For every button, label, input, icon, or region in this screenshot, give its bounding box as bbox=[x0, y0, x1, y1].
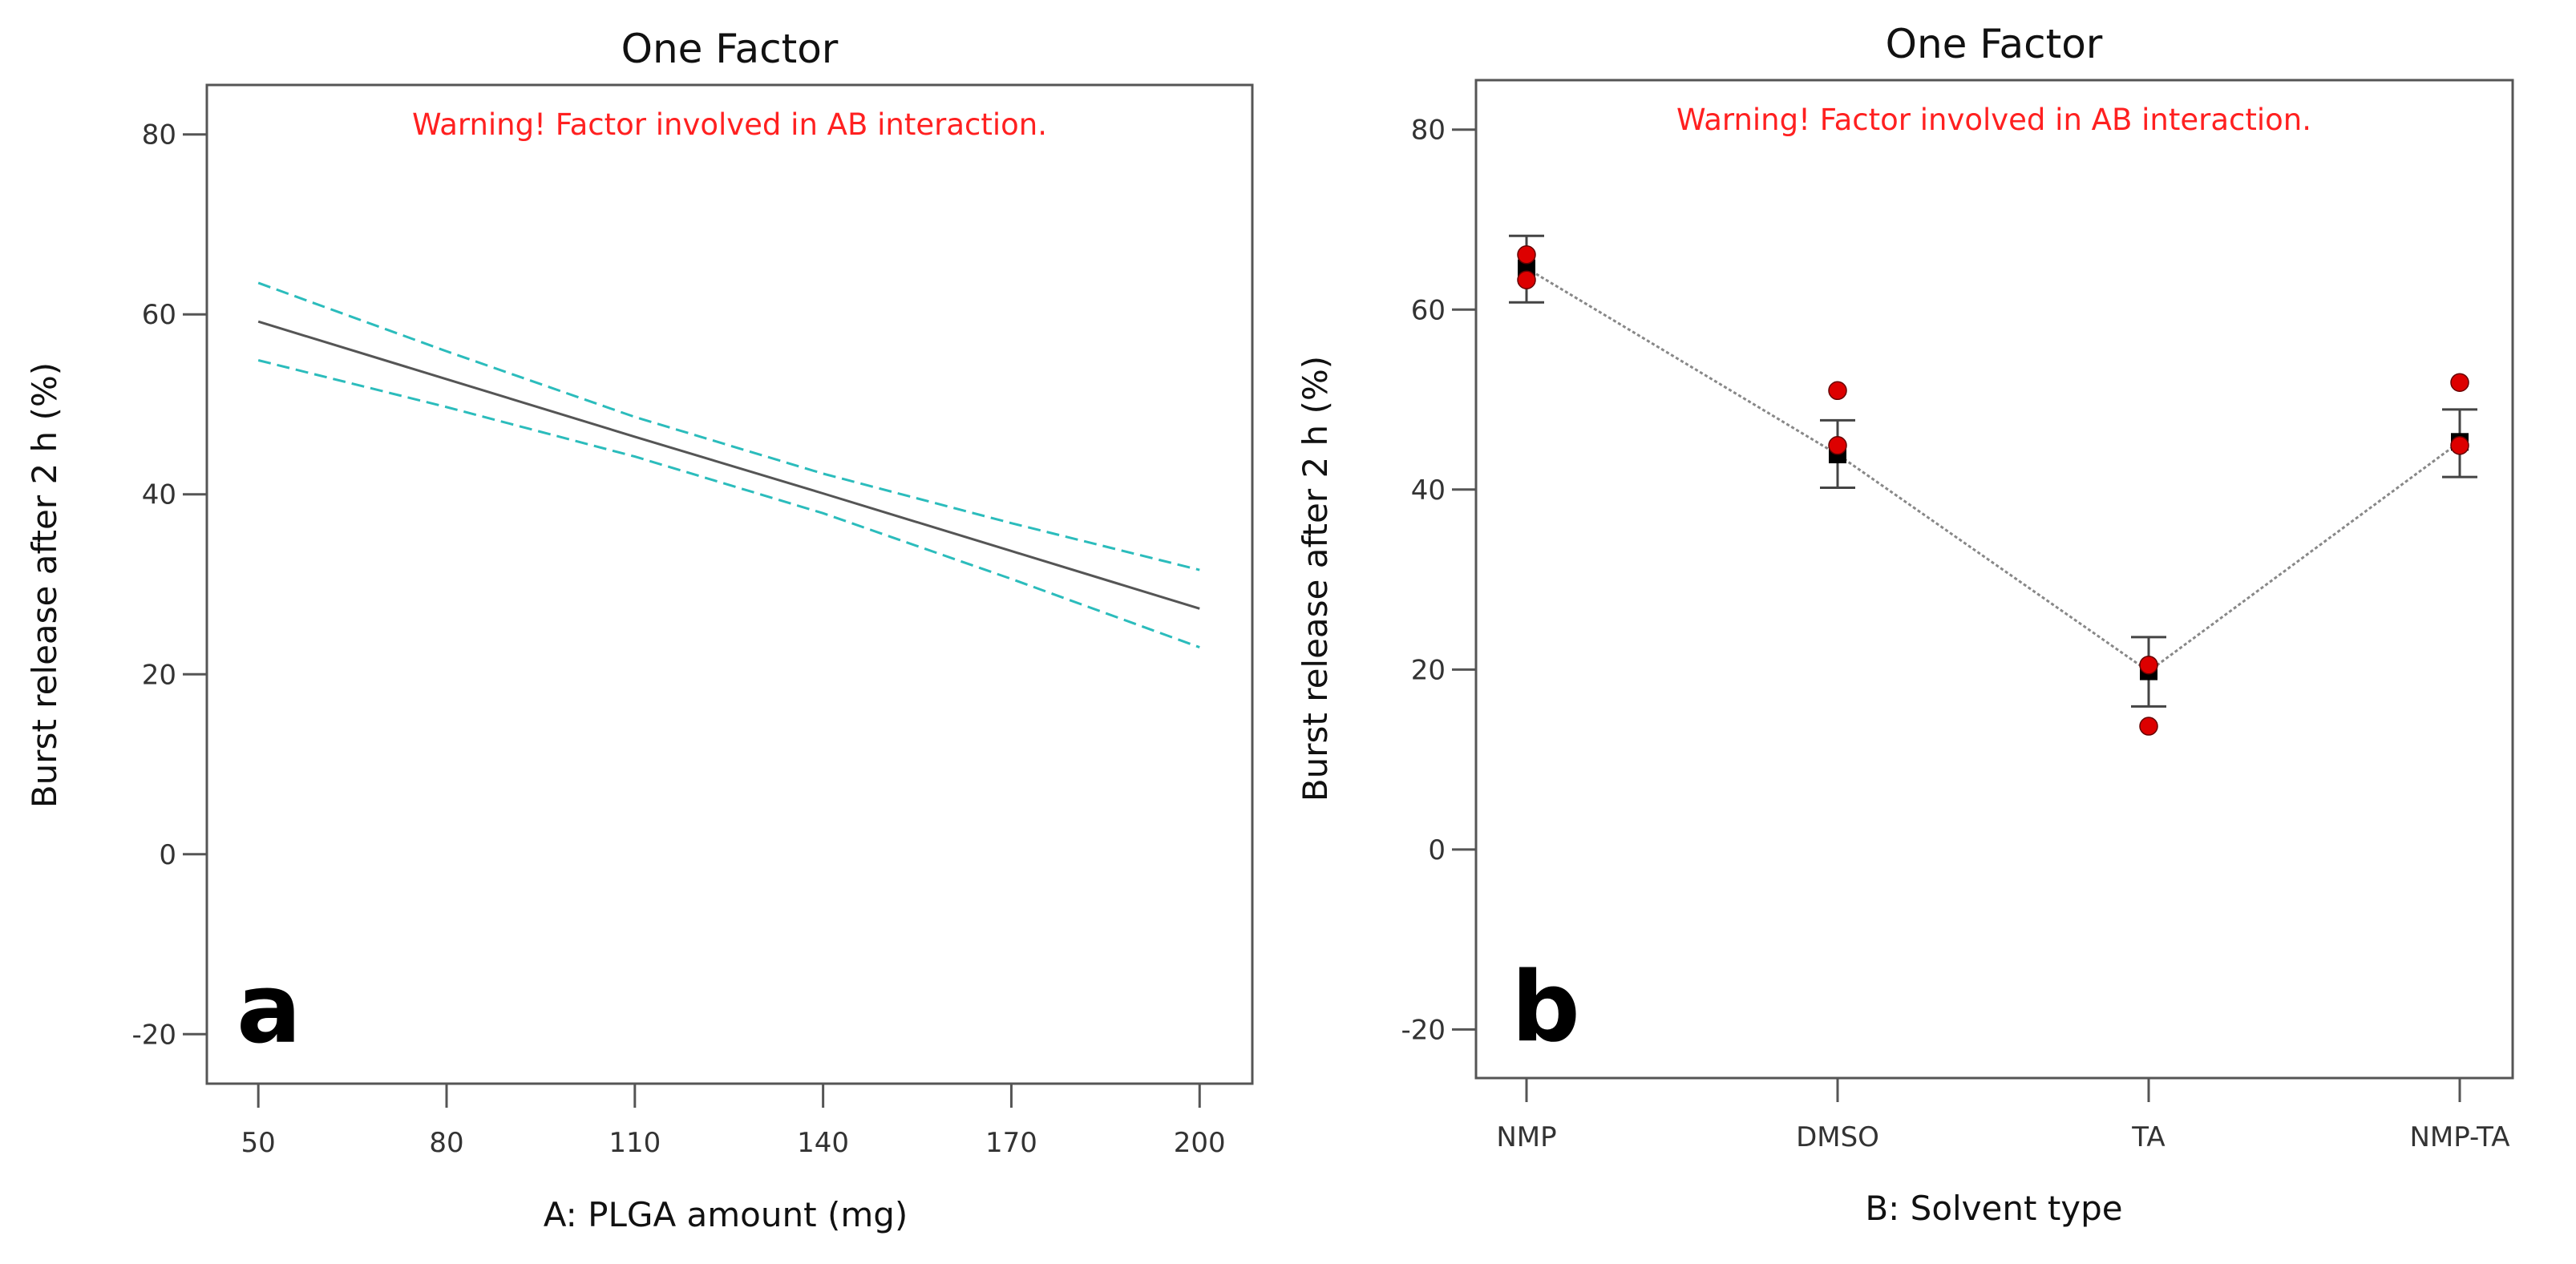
panel-a-ylabel: Burst release after 2 h (%) bbox=[25, 362, 64, 808]
observation-point bbox=[2450, 373, 2469, 392]
panel-a-letter: a bbox=[237, 954, 301, 1065]
x-tick-label: 200 bbox=[1174, 1127, 1226, 1159]
panel-a-title: One Factor bbox=[621, 26, 839, 72]
observation-point bbox=[1828, 436, 1847, 455]
panel-b-marks: -20 0 20 40 60 80 NMP DMSO TA NMP-TA bbox=[1401, 115, 2509, 1153]
observation-point bbox=[2139, 717, 2158, 736]
y-tick-label: 80 bbox=[142, 119, 176, 151]
x-tick-label: 110 bbox=[609, 1127, 661, 1159]
panel-a-xlabel: A: PLGA amount (mg) bbox=[544, 1195, 908, 1234]
y-tick-label: 80 bbox=[1411, 115, 1446, 147]
panel-b-title: One Factor bbox=[1886, 21, 2103, 67]
y-tick-label: -20 bbox=[1401, 1014, 1446, 1046]
panel-a-plot-frame bbox=[205, 83, 1254, 1085]
x-tick-label: 170 bbox=[985, 1127, 1037, 1159]
panel-b-plot-frame bbox=[1474, 79, 2514, 1080]
y-tick-label: 20 bbox=[1411, 654, 1446, 686]
y-tick-label: 60 bbox=[1411, 294, 1446, 326]
observation-point bbox=[1517, 270, 1536, 289]
x-tick-label: 140 bbox=[797, 1127, 849, 1159]
panel-b-letter: b bbox=[1511, 952, 1580, 1064]
panel-b-ylabel: Burst release after 2 h (%) bbox=[1296, 356, 1335, 802]
y-tick-label: 60 bbox=[142, 299, 176, 331]
series-line-upper-ci bbox=[257, 281, 1200, 571]
x-tick-label: 50 bbox=[241, 1127, 276, 1159]
y-tick-label: 40 bbox=[142, 479, 176, 511]
y-tick-label: 40 bbox=[1411, 475, 1446, 507]
series-line-prediction bbox=[257, 320, 1200, 610]
panel-a-warning: Warning! Factor involved in AB interacti… bbox=[412, 107, 1047, 142]
observation-point bbox=[1828, 381, 1847, 401]
panel-b-warning: Warning! Factor involved in AB interacti… bbox=[1676, 103, 2311, 137]
x-tick-label: 80 bbox=[429, 1127, 463, 1159]
y-tick-label: 20 bbox=[142, 659, 176, 691]
x-tick-label: DMSO bbox=[1796, 1121, 1879, 1153]
panel-a-marks: -20 0 20 40 60 80 50 80 110 140 170 200 bbox=[131, 119, 1225, 1159]
observation-point bbox=[1517, 245, 1536, 265]
y-tick-label: 0 bbox=[159, 839, 176, 871]
y-tick-label: -20 bbox=[131, 1019, 176, 1051]
panel-b-xlabel: B: Solvent type bbox=[1865, 1189, 2122, 1228]
x-tick-label: TA bbox=[2131, 1121, 2165, 1153]
x-tick-label: NMP-TA bbox=[2409, 1121, 2509, 1153]
observation-point bbox=[2139, 655, 2158, 675]
series-line-lower-ci bbox=[257, 359, 1200, 648]
x-tick-label: NMP bbox=[1496, 1121, 1556, 1153]
observation-point bbox=[2450, 436, 2469, 455]
y-tick-label: 0 bbox=[1428, 834, 1446, 866]
mean-connecting-line bbox=[1526, 267, 2461, 673]
